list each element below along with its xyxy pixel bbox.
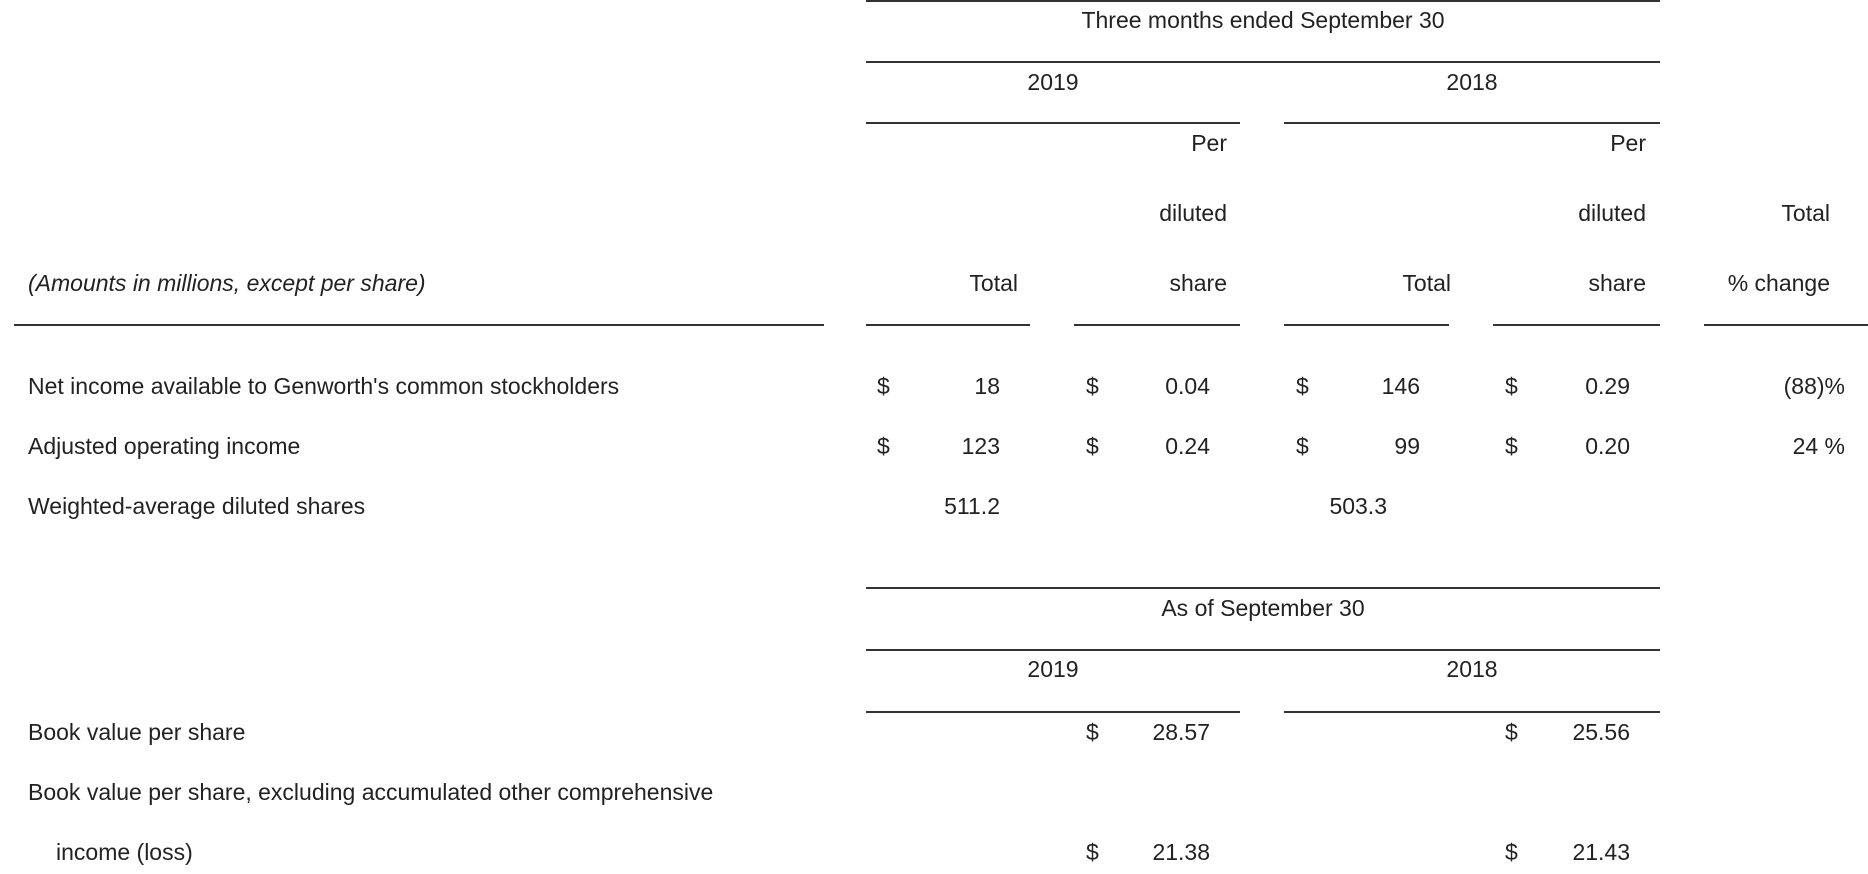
book-value-excl-aoci-2018: 21.43: [1572, 839, 1630, 865]
shares-2018: 503.3: [1329, 493, 1387, 519]
total-change-label-2: % change: [1727, 270, 1830, 296]
currency-symbol: $: [1505, 433, 1518, 459]
year-2018-header: 2018: [1446, 69, 1498, 95]
diluted-2019-label: diluted: [1159, 200, 1227, 226]
adjusted-change: 24 %: [1792, 433, 1845, 459]
currency-symbol: $: [877, 373, 890, 399]
share-2018-label: share: [1588, 270, 1646, 296]
rule-asof-2019: [866, 711, 1240, 713]
rule-year-2018: [1284, 122, 1660, 124]
adjusted-per-share-2018: 0.20: [1585, 433, 1630, 459]
rule-asof-2018: [1284, 711, 1660, 713]
rule-total-2019: [866, 324, 1030, 326]
rule-top-header: [866, 0, 1660, 2]
book-value-excl-aoci-2019: 21.38: [1152, 839, 1210, 865]
period-header: Three months ended September 30: [1081, 7, 1445, 33]
rule-period-header: [866, 61, 1660, 63]
row-label-book-value: Book value per share: [28, 719, 246, 745]
currency-symbol: $: [1296, 433, 1309, 459]
adjusted-total-2018: 99: [1394, 433, 1420, 459]
currency-symbol: $: [1505, 839, 1518, 865]
net-income-per-share-2018: 0.29: [1585, 373, 1630, 399]
asof-year-2018-header: 2018: [1446, 656, 1498, 682]
rule-caption: [14, 324, 824, 326]
currency-symbol: $: [1086, 839, 1099, 865]
rule-asof-header: [866, 649, 1660, 651]
currency-symbol: $: [1086, 719, 1099, 745]
rule-change: [1704, 324, 1868, 326]
book-value-2019: 28.57: [1152, 719, 1210, 745]
asof-year-2019-header: 2019: [1027, 656, 1079, 682]
row-label-book-value-excl-aoci-line1: Book value per share, excluding accumula…: [28, 779, 714, 805]
currency-symbol: $: [1505, 373, 1518, 399]
row-label-weighted-average-shares: Weighted-average diluted shares: [28, 493, 366, 519]
asof-header: As of September 30: [1161, 595, 1365, 621]
table-caption: (Amounts in millions, except per share): [28, 270, 426, 296]
net-income-per-share-2019: 0.04: [1165, 373, 1210, 399]
currency-symbol: $: [1086, 373, 1099, 399]
per-2019-label: Per: [1191, 130, 1227, 156]
rule-asof-top: [866, 587, 1660, 589]
adjusted-total-2019: 123: [961, 433, 1000, 459]
per-2018-label: Per: [1610, 130, 1646, 156]
share-2019-label: share: [1169, 270, 1227, 296]
net-income-change: (88)%: [1783, 373, 1845, 399]
currency-symbol: $: [1505, 719, 1518, 745]
rule-share-2019: [1074, 324, 1240, 326]
total-2019-label: Total: [969, 270, 1018, 296]
currency-symbol: $: [877, 433, 890, 459]
shares-2019: 511.2: [944, 493, 1000, 519]
diluted-2018-label: diluted: [1578, 200, 1646, 226]
row-label-book-value-excl-aoci-line2: income (loss): [56, 839, 193, 865]
rule-year-2019: [866, 122, 1240, 124]
net-income-total-2018: 146: [1381, 373, 1420, 399]
year-2019-header: 2019: [1027, 69, 1079, 95]
net-income-total-2019: 18: [974, 373, 1000, 399]
currency-symbol: $: [1296, 373, 1309, 399]
total-2018-label: Total: [1402, 270, 1451, 296]
row-label-adjusted-operating-income: Adjusted operating income: [28, 433, 301, 459]
adjusted-per-share-2019: 0.24: [1165, 433, 1210, 459]
row-label-net-income: Net income available to Genworth's commo…: [28, 373, 620, 399]
currency-symbol: $: [1086, 433, 1099, 459]
book-value-2018: 25.56: [1572, 719, 1630, 745]
total-change-label-1: Total: [1781, 200, 1830, 226]
rule-share-2018: [1493, 324, 1660, 326]
rule-total-2018: [1284, 324, 1449, 326]
